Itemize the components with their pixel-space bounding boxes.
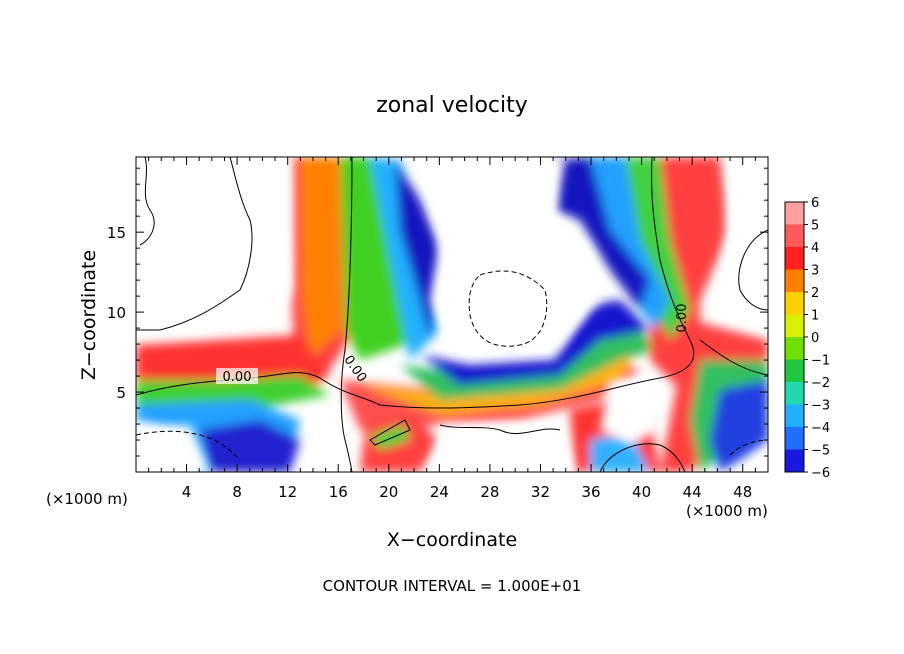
y-axis-label: Z−coordinate bbox=[78, 250, 100, 380]
colorbar-tick-label: −6 bbox=[811, 466, 830, 481]
colorbar-swatch bbox=[785, 202, 804, 225]
x-tick-label: 44 bbox=[683, 483, 702, 501]
colorbar-swatch bbox=[785, 427, 804, 450]
x-tick-label: 8 bbox=[232, 483, 242, 501]
x-tick-label: 16 bbox=[329, 483, 348, 501]
colorbar-swatch bbox=[785, 314, 804, 338]
colorbar-tick-label: 1 bbox=[811, 309, 819, 324]
colorbar-swatch bbox=[785, 247, 804, 270]
y-tick-label: 5 bbox=[116, 384, 126, 402]
contour-lines bbox=[136, 157, 768, 472]
x-tick-label: 24 bbox=[430, 483, 449, 501]
heatmap-field bbox=[136, 157, 768, 472]
colorbar-tick-label: −5 bbox=[811, 444, 830, 459]
x-unit-left: (×1000 m) bbox=[46, 490, 128, 508]
colorbar-tick-label: 5 bbox=[811, 219, 819, 234]
x-tick-label: 4 bbox=[182, 483, 192, 501]
chart-title: zonal velocity bbox=[376, 93, 528, 118]
colorbar-swatch bbox=[785, 337, 804, 360]
axis-ticks bbox=[136, 157, 768, 472]
colorbar-tick-label: −4 bbox=[811, 421, 830, 436]
y-tick-labels: 5 10 15 bbox=[107, 224, 126, 402]
y-tick-label: 10 bbox=[107, 304, 126, 322]
contour-label: 0.00 bbox=[223, 370, 252, 385]
colorbar-tick-label: −1 bbox=[811, 354, 830, 369]
x-tick-label: 28 bbox=[480, 483, 499, 501]
x-tick-label: 48 bbox=[733, 483, 752, 501]
x-tick-label: 40 bbox=[632, 483, 651, 501]
x-tick-label: 12 bbox=[278, 483, 297, 501]
colorbar-tick-label: 4 bbox=[811, 241, 819, 256]
x-tick-label: 36 bbox=[581, 483, 600, 501]
x-unit-right: (×1000 m) bbox=[686, 502, 768, 520]
x-tick-label: 20 bbox=[379, 483, 398, 501]
colorbar-tick-label: 2 bbox=[811, 286, 819, 301]
colorbar-swatch bbox=[785, 292, 804, 315]
x-tick-labels: 4 8 12 16 20 24 28 32 36 40 44 48 bbox=[182, 483, 752, 501]
colorbar-tick-label: −2 bbox=[811, 376, 830, 391]
contour-label: 0.00 bbox=[675, 304, 690, 333]
colorbar-swatch bbox=[785, 449, 804, 473]
contour-interval-note: CONTOUR INTERVAL = 1.000E+01 bbox=[323, 577, 582, 595]
y-tick-label: 15 bbox=[107, 224, 126, 242]
x-axis-label: X−coordinate bbox=[387, 529, 517, 551]
colorbar-tick-label: 0 bbox=[811, 331, 819, 346]
colorbar: 6 5 4 3 2 1 0 −1 −2 −3 −4 −5 −6 bbox=[784, 196, 830, 481]
colorbar-swatch bbox=[785, 224, 804, 248]
colorbar-swatch bbox=[785, 404, 804, 428]
colorbar-tick-label: −3 bbox=[811, 399, 830, 414]
x-tick-label: 32 bbox=[531, 483, 550, 501]
colorbar-swatch bbox=[785, 359, 804, 383]
colorbar-tick-label: 3 bbox=[811, 264, 819, 279]
colorbar-swatch bbox=[785, 382, 804, 405]
colorbar-tick-label: 6 bbox=[811, 196, 819, 211]
colorbar-swatch bbox=[785, 269, 804, 293]
